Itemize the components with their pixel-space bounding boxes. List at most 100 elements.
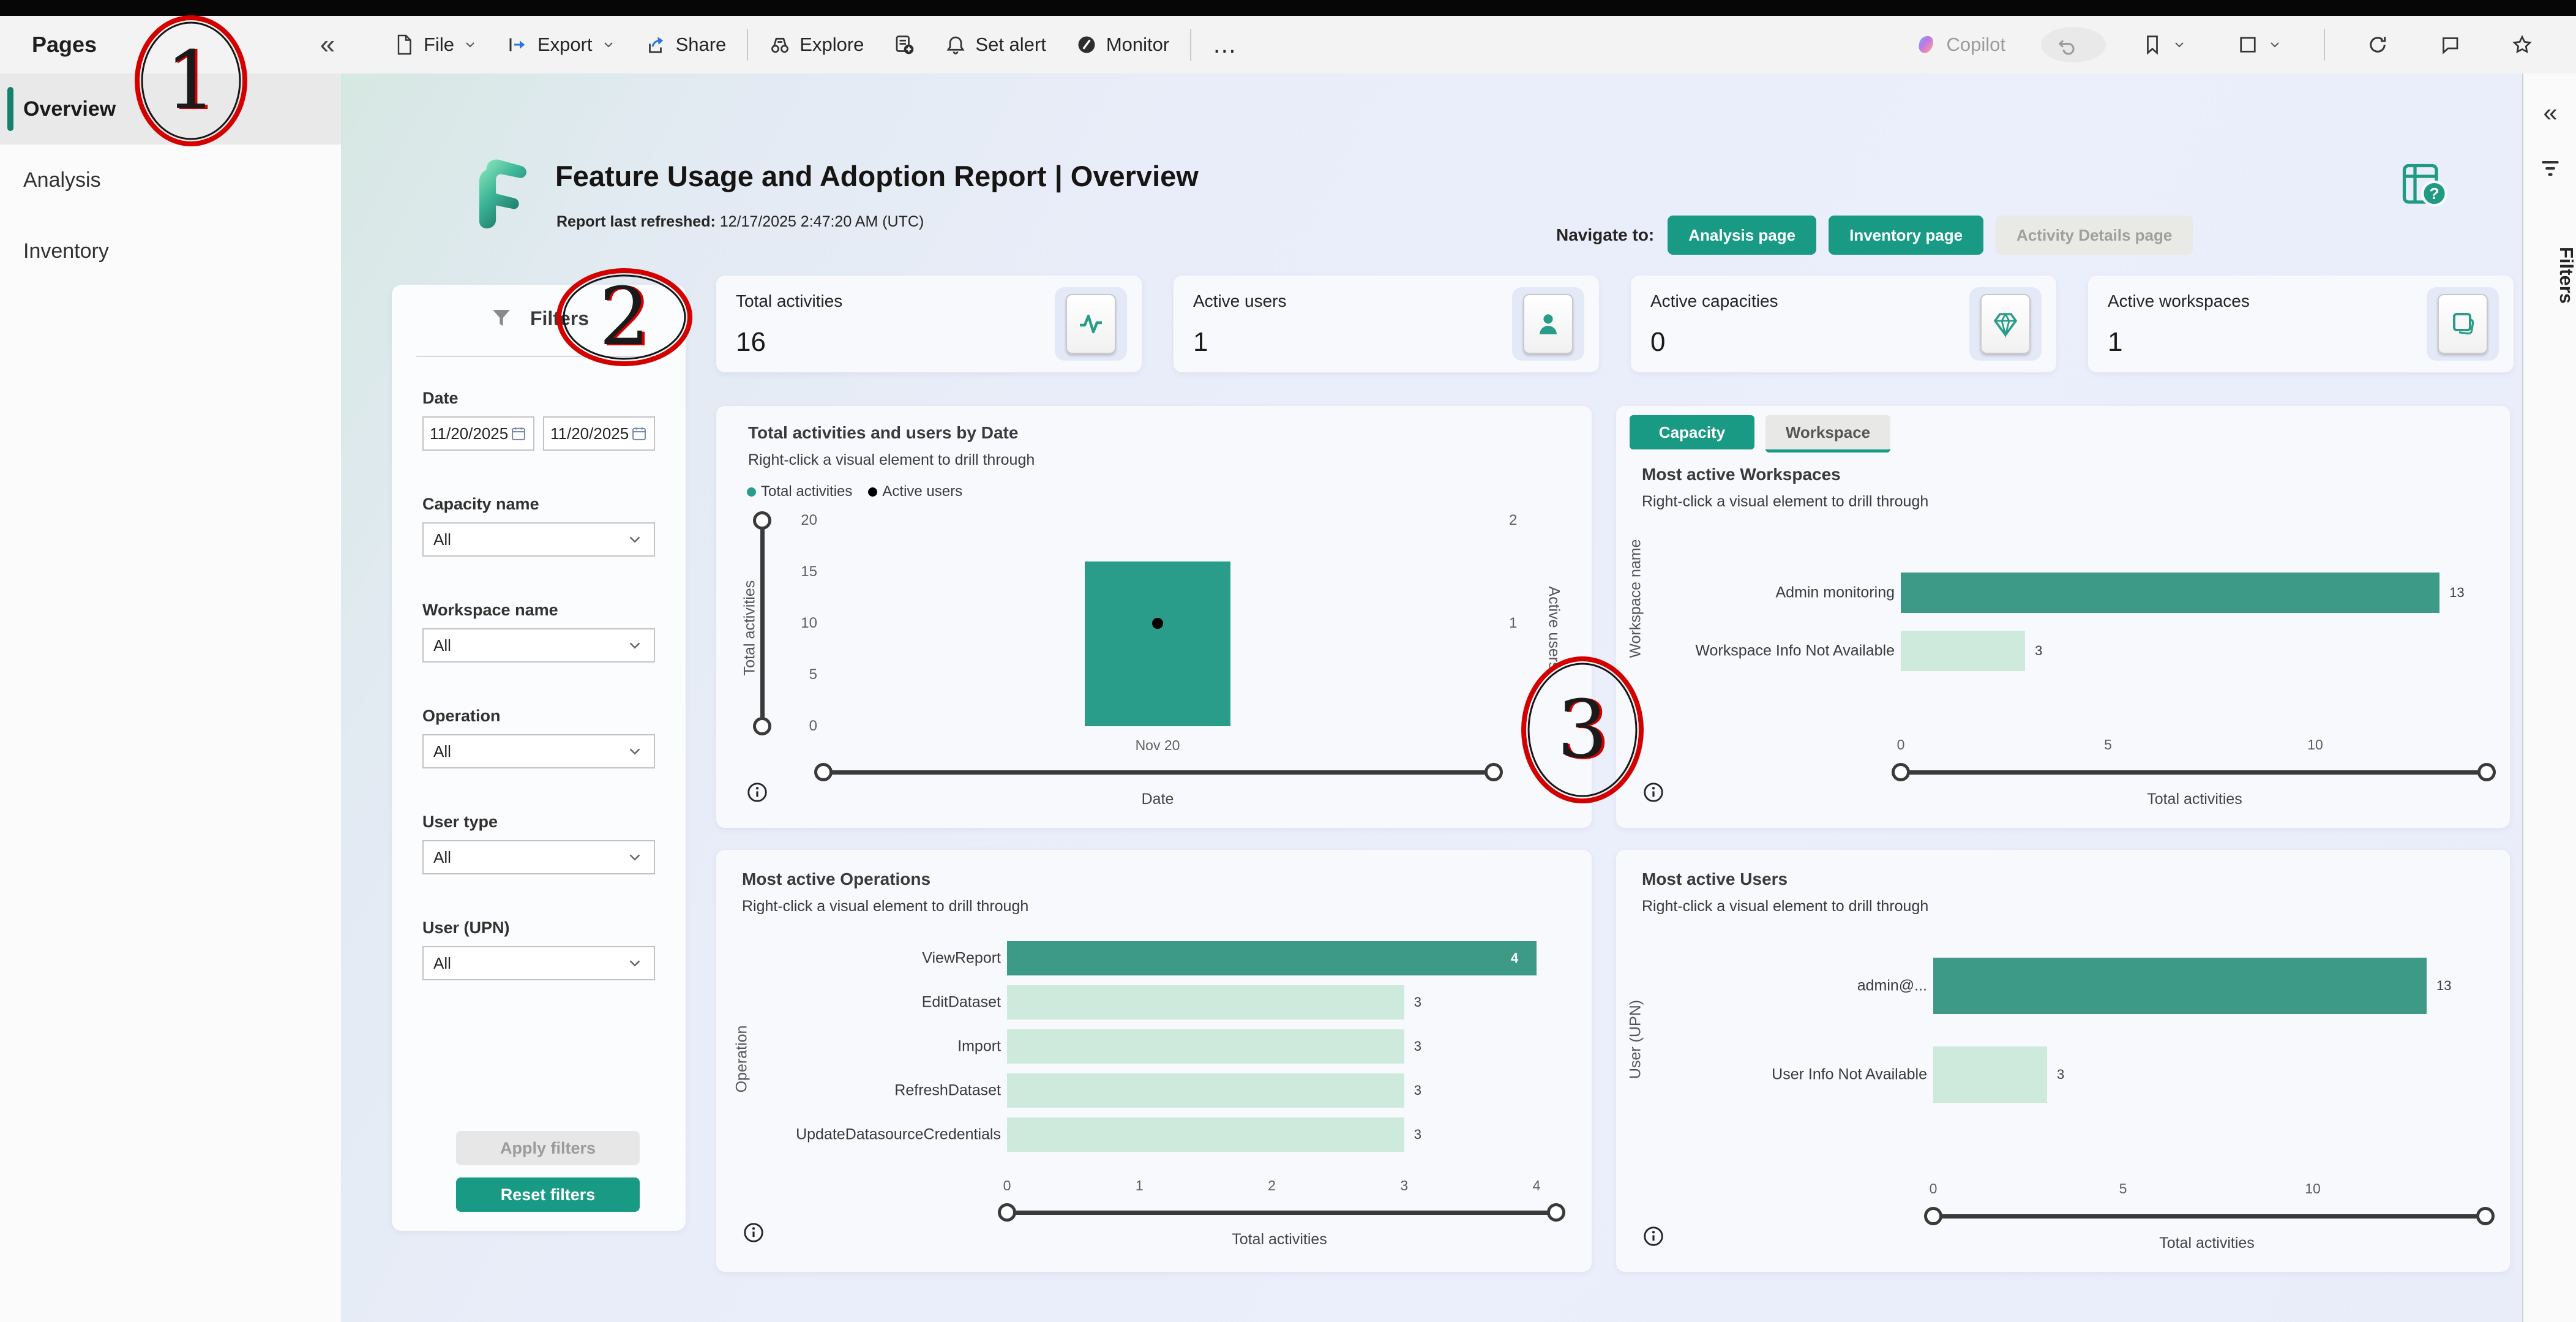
bar-editdataset[interactable] <box>1007 985 1404 1020</box>
bar-user-info-not-available[interactable] <box>1933 1046 2047 1103</box>
bar-admin-[interactable] <box>1933 958 2427 1014</box>
x-zoom-slider-track[interactable] <box>1901 770 2487 775</box>
kpi-icon-button[interactable] <box>1066 294 1116 354</box>
kpi-card-total-activities[interactable]: Total activities 16 <box>716 276 1142 372</box>
bar-refreshdataset[interactable] <box>1007 1073 1404 1108</box>
share-button[interactable]: Share <box>631 16 741 73</box>
apply-filters-button[interactable]: Apply filters <box>456 1131 640 1165</box>
toggle-capacity-button[interactable]: Capacity <box>1630 415 1754 449</box>
operation-dropdown[interactable]: All <box>422 734 655 768</box>
x-zoom-slider-handle-end[interactable] <box>1547 1203 1565 1222</box>
export-button[interactable]: Export <box>492 16 631 73</box>
y-zoom-slider-track[interactable] <box>760 520 765 726</box>
kpi-icon-button[interactable] <box>2438 294 2488 354</box>
capacity-name-dropdown[interactable]: All <box>422 522 655 557</box>
sidebar-item-overview[interactable]: Overview <box>0 73 341 145</box>
y-zoom-slider-handle-top[interactable] <box>753 511 771 530</box>
reset-filters-button[interactable]: Reset filters <box>456 1177 640 1212</box>
x-zoom-slider-track[interactable] <box>1933 1214 2485 1219</box>
kpi-icon-frame[interactable] <box>2427 287 2499 361</box>
kpi-icon-frame[interactable] <box>1055 287 1127 361</box>
chart-subtitle: Right-click a visual element to drill th… <box>742 898 1029 915</box>
sidebar-item-inventory[interactable]: Inventory <box>23 239 109 263</box>
bar-viewreport[interactable] <box>1007 941 1537 975</box>
x-zoom-slider-handle-start[interactable] <box>1892 763 1910 781</box>
y-zoom-slider-handle-bottom[interactable] <box>753 717 771 735</box>
kpi-card-active-users[interactable]: Active users 1 <box>1174 276 1599 372</box>
kpi-card-active-capacities[interactable]: Active capacities 0 <box>1631 276 2056 372</box>
expand-filters-icon[interactable]: « <box>2543 98 2558 127</box>
x-axis-tick: 5 <box>2104 737 2112 753</box>
chart-most-active-operations[interactable]: Most active Operations Right-click a visu… <box>716 850 1592 1272</box>
view-button[interactable] <box>2222 16 2297 73</box>
refresh-button[interactable] <box>2352 16 2403 73</box>
filters-panel-title: Filters <box>530 307 590 329</box>
set-alert-button[interactable]: Set alert <box>930 16 1060 73</box>
x-zoom-slider-track[interactable] <box>823 770 1494 775</box>
kpi-value: 0 <box>1650 327 1666 357</box>
x-zoom-slider-handle-start[interactable] <box>1924 1207 1942 1225</box>
star-button[interactable] <box>2496 16 2548 73</box>
subscribe-button[interactable] <box>878 16 930 73</box>
column-total-activities[interactable] <box>1085 561 1230 726</box>
explore-button[interactable]: Explore <box>754 16 878 73</box>
x-zoom-slider-handle-end[interactable] <box>2477 763 2496 781</box>
kpi-icon-frame[interactable] <box>1512 287 1584 361</box>
file-button[interactable]: File <box>378 16 492 73</box>
collapse-pages-icon[interactable]: « <box>320 29 335 59</box>
x-zoom-slider-handle-end[interactable] <box>2476 1207 2495 1225</box>
filter-lines-icon[interactable] <box>2538 156 2563 181</box>
kpi-icon-button[interactable] <box>1980 294 2031 354</box>
report-refreshed-text: Report last refreshed: 12/17/2025 2:47:2… <box>556 213 924 231</box>
user-upn--dropdown[interactable]: All <box>422 946 655 980</box>
x-zoom-slider-track[interactable] <box>1007 1211 1556 1215</box>
chart-total-activities-by-date[interactable]: Total activities and users by Date Right-… <box>716 406 1592 828</box>
chart-most-active-users[interactable]: Most active Users Right-click a visual el… <box>1616 850 2510 1272</box>
copilot-button[interactable]: Copilot <box>1901 16 2021 73</box>
chart-subtitle: Right-click a visual element to drill th… <box>748 451 1035 468</box>
chevron-down-icon <box>601 37 616 52</box>
--button[interactable]: … <box>1212 31 1237 58</box>
kpi-icon-button[interactable] <box>1523 294 1573 354</box>
info-icon[interactable] <box>1642 781 1665 804</box>
y-axis-tick: 20 <box>801 512 817 528</box>
nav-button-inventory-page[interactable]: Inventory page <box>1829 216 1984 255</box>
x-zoom-slider-handle-end[interactable] <box>1485 763 1503 781</box>
sidebar-item-analysis[interactable]: Analysis <box>23 168 101 192</box>
x-axis-tick: 0 <box>1003 1177 1011 1193</box>
date-end-input[interactable]: 11/20/2025 <box>543 416 655 451</box>
undo-button[interactable] <box>2041 27 2106 62</box>
date-start-input[interactable]: 11/20/2025 <box>422 416 534 451</box>
divider <box>1190 29 1192 61</box>
bar-workspace-info-not-available[interactable] <box>1901 631 2026 671</box>
toggle-workspace-button[interactable]: Workspace <box>1765 415 1890 453</box>
x-zoom-slider-handle-start[interactable] <box>814 763 833 781</box>
filters-pane-label[interactable]: Filters <box>2556 247 2576 304</box>
x-zoom-slider-handle-start[interactable] <box>998 1203 1016 1222</box>
filter-field-operation: Operation All <box>422 707 655 768</box>
nav-button-analysis-page[interactable]: Analysis page <box>1668 216 1817 255</box>
report-help-icon[interactable]: ? <box>2398 159 2449 211</box>
bar-updatedatasourcecredentials[interactable] <box>1007 1117 1404 1152</box>
report-title: Feature Usage and Adoption Report | Over… <box>555 160 1199 192</box>
kpi-card-active-workspaces[interactable]: Active workspaces 1 <box>2088 276 2514 372</box>
chart-title: Total activities and users by Date <box>748 423 1019 442</box>
info-icon[interactable] <box>1642 1225 1665 1248</box>
dot-active-users[interactable] <box>1152 618 1163 629</box>
y-axis-right-tick: 1 <box>1509 615 1518 631</box>
report-canvas: Feature Usage and Adoption Report | Over… <box>341 73 2522 1322</box>
info-icon[interactable] <box>742 1221 765 1244</box>
refreshed-label: Report last refreshed: <box>556 213 716 230</box>
workspace-name-dropdown[interactable]: All <box>422 628 655 663</box>
user-type-dropdown[interactable]: All <box>422 840 655 874</box>
info-icon[interactable] <box>746 781 769 804</box>
monitor-button[interactable]: Monitor <box>1061 16 1184 73</box>
bar-admin-monitoring[interactable] <box>1901 573 2440 613</box>
kpi-icon-frame[interactable] <box>1969 287 2042 361</box>
comment-icon <box>2439 34 2461 56</box>
comment-button[interactable] <box>2424 16 2476 73</box>
bookmark-button[interactable] <box>2127 16 2201 73</box>
chart-most-active-workspaces[interactable]: Capacity Workspace Most active Workspaces R… <box>1616 406 2510 828</box>
page-navigation: Navigate to: Analysis page Inventory page… <box>1556 216 2193 255</box>
bar-import[interactable] <box>1007 1029 1404 1064</box>
